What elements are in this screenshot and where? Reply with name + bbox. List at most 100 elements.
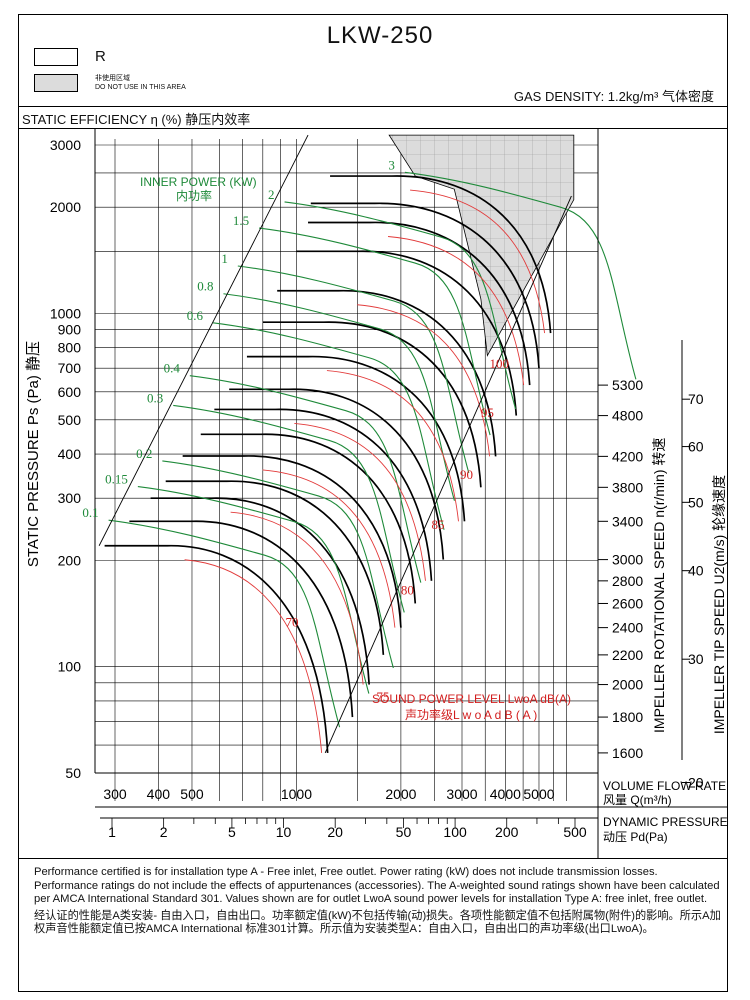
y-tick-label: 200 bbox=[58, 552, 82, 568]
sound-line bbox=[230, 511, 364, 685]
power-line bbox=[108, 519, 341, 728]
power-line bbox=[162, 460, 394, 669]
y-tick-label: 1000 bbox=[50, 306, 81, 322]
gas-density: GAS DENSITY: 1.2kg/m³ 气体密度 bbox=[513, 89, 714, 104]
x-tick-label: 4000 bbox=[490, 786, 521, 802]
chart-labels: 0.1 0.15 0.2 0.30.4 0.6 0.8 1 1.5 2 3 70 75 80 85 90 95… bbox=[25, 137, 728, 844]
sound-power-title-cn: 声功率级L w o A d B ( A ) bbox=[405, 707, 537, 722]
x-tick-label: 400 bbox=[147, 786, 171, 802]
notes-divider bbox=[18, 858, 728, 859]
speed-curve bbox=[200, 433, 417, 604]
pd-axis-title-en: DYNAMIC PRESSURE bbox=[603, 815, 728, 829]
power-line bbox=[173, 404, 405, 613]
tip-tick-label: 30 bbox=[688, 651, 704, 667]
legend-do-not-use-en: DO NOT USE IN THIS AREA bbox=[95, 84, 186, 91]
sound-line bbox=[357, 304, 491, 457]
power-label: 0.3 bbox=[147, 390, 163, 405]
do-not-use-area bbox=[388, 134, 575, 357]
x-tick-label: 5000 bbox=[523, 786, 554, 802]
pd-tick-label: 1 bbox=[108, 824, 116, 840]
legend-do-not-use-swatch bbox=[34, 74, 78, 92]
speed-curve bbox=[182, 455, 402, 628]
tip-tick-label: 50 bbox=[688, 494, 704, 510]
power-line bbox=[404, 171, 637, 380]
rpm-tick-label: 2800 bbox=[612, 573, 643, 589]
power-label: 0.15 bbox=[105, 472, 128, 487]
sound-lines bbox=[184, 189, 546, 753]
power-line bbox=[259, 227, 491, 436]
efficiency-divider bbox=[18, 128, 728, 129]
pd-tick-label: 50 bbox=[396, 824, 412, 840]
sound-line bbox=[294, 422, 426, 581]
sound-line bbox=[410, 189, 546, 334]
pd-tick-label: 20 bbox=[327, 824, 343, 840]
y-tick-label: 2000 bbox=[50, 199, 81, 215]
pd-tick-label: 200 bbox=[495, 824, 519, 840]
notes-chinese: 经认证的性能是A类安装- 自由入口，自由出口。功率额定值(kW)不包括传输(动)… bbox=[34, 909, 721, 936]
speed-curve bbox=[165, 480, 385, 655]
y-tick-label: 600 bbox=[58, 384, 82, 400]
sound-label: 85 bbox=[431, 517, 444, 532]
tip-tick-label: 40 bbox=[688, 563, 704, 579]
speed-curve bbox=[330, 175, 552, 334]
rpm-tick-label: 2200 bbox=[612, 647, 643, 663]
y-tick-label: 700 bbox=[58, 360, 82, 376]
rpm-tick-label: 3800 bbox=[612, 479, 643, 495]
y-tick-label: 100 bbox=[58, 659, 82, 675]
speed-curve bbox=[277, 289, 497, 457]
left-boundary-line bbox=[98, 134, 309, 546]
rpm-tick-label: 2400 bbox=[612, 620, 643, 636]
y-tick-label: 900 bbox=[58, 322, 82, 338]
sound-line bbox=[387, 236, 525, 386]
x-tick-label: 2000 bbox=[385, 786, 416, 802]
sound-power-title: SOUND POWER LEVEL LwoA dB(A) bbox=[372, 692, 571, 706]
power-label: 0.6 bbox=[187, 308, 204, 323]
speed-curves bbox=[104, 175, 552, 753]
rpm-tick-label: 4800 bbox=[612, 408, 643, 424]
pd-tick-label: 10 bbox=[276, 824, 292, 840]
sound-label: 75 bbox=[376, 689, 389, 704]
power-line bbox=[137, 486, 370, 694]
speed-curve bbox=[214, 408, 433, 581]
page-title: LKW-250 bbox=[326, 22, 434, 49]
power-line bbox=[237, 265, 470, 474]
notes-english: Performance certified is for installatio… bbox=[34, 866, 720, 905]
power-line bbox=[223, 293, 455, 501]
speed-curve bbox=[310, 202, 540, 369]
y-tick-label: 300 bbox=[58, 490, 82, 506]
rpm-tick-label: 1600 bbox=[612, 745, 643, 761]
rpm-tick-label: 3000 bbox=[612, 552, 643, 568]
tip-tick-label: 20 bbox=[688, 774, 704, 790]
power-label: 1 bbox=[221, 251, 228, 266]
speed-curve bbox=[129, 520, 354, 718]
pd-tick-label: 100 bbox=[443, 824, 467, 840]
y-tick-label: 400 bbox=[58, 446, 82, 462]
notes-block: Performance certified is for installatio… bbox=[34, 866, 724, 940]
sound-label: 95 bbox=[481, 405, 494, 420]
inner-power-title: INNER POWER (KW) bbox=[140, 175, 257, 189]
power-label: 3 bbox=[388, 157, 395, 172]
speed-curve bbox=[246, 355, 466, 522]
rpm-tick-label: 2600 bbox=[612, 595, 643, 611]
rpm-tick-label: 5300 bbox=[612, 377, 643, 393]
rpm-tick-label: 2000 bbox=[612, 677, 643, 693]
power-label: 0.8 bbox=[197, 279, 213, 294]
power-line bbox=[189, 375, 422, 583]
sound-label: 70 bbox=[286, 614, 299, 629]
sound-label: 90 bbox=[460, 467, 473, 482]
x-axis-title-cn: 风量 Q(m³/h) bbox=[603, 793, 672, 807]
x-tick-label: 3000 bbox=[446, 786, 477, 802]
sound-label: 80 bbox=[401, 583, 414, 598]
power-label: 2 bbox=[268, 187, 275, 202]
y-tick-label: 3000 bbox=[50, 137, 81, 153]
right-boundary-line bbox=[324, 195, 572, 754]
power-line bbox=[212, 322, 445, 530]
sound-line bbox=[262, 469, 396, 628]
power-line bbox=[284, 201, 517, 410]
rpm-tick-label: 3400 bbox=[612, 513, 643, 529]
sound-line bbox=[184, 559, 323, 753]
x-axis-title-en: VOLUME FLOW RATE bbox=[603, 779, 726, 793]
header-divider bbox=[18, 106, 728, 107]
static-efficiency-label: STATIC EFFICIENCY η (%) 静压内效率 bbox=[22, 112, 251, 127]
